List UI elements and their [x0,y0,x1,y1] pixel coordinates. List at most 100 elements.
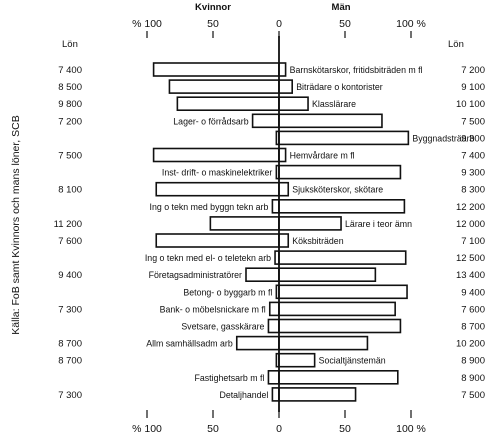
bar-kvinnor [267,318,280,334]
bar-man [278,250,407,265]
bar-man [278,164,402,180]
left-group-label: Kvinnor [195,2,231,13]
bar-kvinnor [267,369,280,385]
category-label: Detaljhandel [219,390,268,400]
left-wage: 8 100 [58,185,82,196]
right-wage: 7 500 [461,390,485,401]
right-wage: 8 700 [461,322,485,333]
category-label: Bank- o möbelsnickare m fl [160,304,266,314]
bar-man [278,113,383,129]
category-label: Köksbiträden [292,236,343,246]
source-label-svg: Källa: FoB samt Kvinnors och mans löner,… [10,115,22,334]
top-axis: Kvinnor Män % 100 50 0 50 100 % [132,2,426,38]
bar-man [278,233,290,248]
bar-man [278,352,316,368]
bottom-tick-label: % 100 [132,423,162,435]
bar-kvinnor [209,216,280,231]
right-group-label: Män [332,2,351,13]
left-wage: 7 400 [58,65,82,76]
right-wage: 12 500 [456,253,485,264]
source-label-text: Källa: FoB samt Kvinnors och mans löner,… [10,115,22,334]
top-tick-label: 0 [276,18,282,30]
top-tick-label: 50 [207,18,219,30]
bottom-tick-label: 0 [276,423,282,435]
bar-kvinnor [245,267,280,283]
right-wage: 10 100 [456,99,485,110]
right-wage: 8 300 [461,185,485,196]
category-label: Företagsadministratörer [149,270,242,280]
bar-kvinnor [271,199,280,214]
right-wage: 8 900 [461,373,485,384]
bar-man [278,369,399,385]
category-label: Socialtjänstemän [319,356,386,366]
left-column-header: Lön [62,39,78,50]
category-label: Lager- o förrådsarb [173,116,248,126]
category-label: Barnskötarskor, fritidsbiträden m fl [290,65,423,75]
left-wage: 7 300 [58,390,82,401]
right-wage: 7 400 [461,151,485,162]
source-label: Källa: FoB samt Kvinnors och mans löner,… [2,60,28,390]
right-column-header: Lön [448,39,464,50]
bar-man [278,387,357,402]
right-wage: 12 000 [456,219,485,230]
bar-kvinnor [251,113,280,129]
right-wage: 9 100 [461,82,485,93]
bar-kvinnor [176,96,280,111]
bar-man [278,96,309,111]
bar-man [278,199,406,214]
bar-man [278,62,287,77]
left-wage: 8 500 [58,82,82,93]
category-label: Klasslärare [312,99,356,109]
top-tick-label: % 100 [132,18,162,30]
category-label: Betong- o byggarb m fl [183,287,272,297]
bar-kvinnor [155,181,280,197]
bar-kvinnor [168,79,280,94]
bar-man [278,216,342,231]
top-tick-label: 100 % [396,18,426,30]
bar-kvinnor [152,147,280,163]
category-label: Ing o tekn med byggn tekn arb [150,202,269,212]
bottom-axis: % 100 50 0 50 100 % [132,410,426,435]
category-label: Ing o tekn med el- o teletekn arb [145,253,271,263]
right-wage: 7 100 [461,236,485,247]
right-wage: 7 500 [461,116,485,127]
right-wage: 8 900 [461,356,485,367]
bar-man [278,318,402,334]
bar-man [278,79,293,94]
wage-columns: Lön Lön 7 400 7 200 8 500 9 100 9 800 10 100 7 2… [54,39,485,401]
bottom-tick-label: 50 [207,423,219,435]
right-wage: 7 200 [461,65,485,76]
category-label: Sjuksköterskor, skötare [292,185,383,195]
category-label: Lärare i teor ämn [345,219,412,229]
right-wage: 9 300 [461,133,485,144]
left-wage: 7 500 [58,151,82,162]
bar-man [278,284,408,300]
bar-kvinnor [152,62,280,77]
bottom-tick-label: 50 [339,423,351,435]
bar-man [278,181,290,197]
left-wage: 11 200 [54,219,82,230]
bar-man [278,301,396,317]
left-wage: 8 700 [58,356,82,367]
left-wage: 8 700 [58,339,82,350]
category-label: Svetsare, gasskärare [181,322,264,332]
category-label: Inst- drift- o maskinelektriker [162,168,273,178]
bar-man [278,147,287,163]
right-wage: 12 200 [456,202,485,213]
bottom-tick-label: 100 % [396,423,426,435]
category-label: Hemvårdare m fl [290,151,355,161]
left-wage: 7 300 [58,304,82,315]
category-label: Allm samhällsadm arb [146,339,233,349]
left-wage: 9 400 [58,270,82,281]
category-label: Byggnadsträarb [412,133,474,143]
bar-kvinnor [235,335,280,351]
top-tick-label: 50 [339,18,351,30]
left-wage: 7 200 [58,116,82,127]
right-wage: 9 300 [461,168,485,179]
category-label: Biträdare o kontorister [296,82,383,92]
bar-kvinnor [155,233,280,248]
bar-kvinnor [268,301,280,317]
bars [152,36,410,412]
left-wage: 9 800 [58,99,82,110]
